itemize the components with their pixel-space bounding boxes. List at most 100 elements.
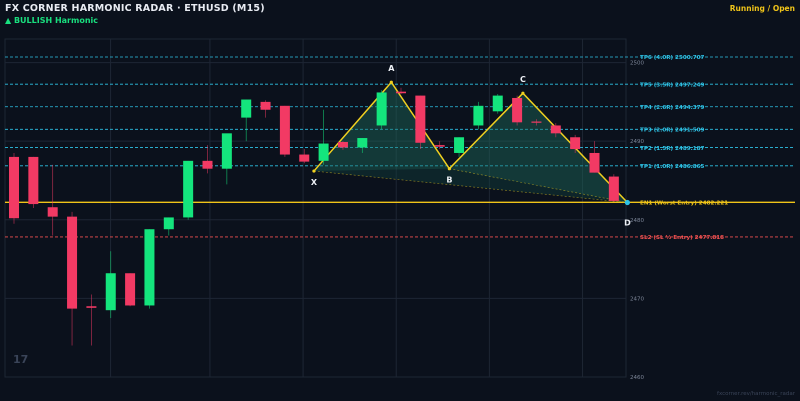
price-axis: 2500 2490 2480 2470 2460: [630, 61, 644, 381]
level-label-en1: EN1 (Worst Entry) 2482.221: [640, 201, 728, 207]
candle: [144, 229, 155, 309]
pattern-badge: ▲ BULLISH Harmonic: [5, 16, 98, 25]
candle: [67, 211, 78, 346]
pattern-xd-line: [313, 170, 628, 203]
candle: [531, 119, 542, 126]
candle-body: [550, 125, 561, 134]
price-tick-label: 2500: [630, 61, 644, 67]
candle-body: [570, 137, 581, 150]
candle-body: [512, 97, 523, 123]
candle-body: [67, 216, 78, 309]
pattern-label-x: X: [311, 178, 318, 187]
candle: [105, 251, 116, 319]
candle: [9, 152, 19, 224]
chart-header: FX CORNER HARMONIC RADAR · ETHUSD (M15) …: [0, 0, 800, 30]
candles: [9, 87, 619, 346]
pattern-point-a: [389, 80, 393, 84]
candle-body: [260, 101, 271, 110]
level-label-tp2: TP2 (1.5R) 2489.187: [640, 146, 705, 152]
candle: [202, 145, 213, 174]
candle: [570, 134, 581, 153]
candle-body: [221, 133, 232, 169]
candle: [163, 217, 174, 236]
price-tick-label: 2470: [630, 296, 644, 302]
candle: [221, 133, 232, 185]
chart-title: FX CORNER HARMONIC RADAR · ETHUSD (M15): [5, 3, 265, 14]
price-tick-label: 2490: [630, 139, 644, 145]
candle: [454, 137, 465, 157]
candle: [299, 149, 310, 164]
footer-link[interactable]: fxcorner.rev/harmonic_radar: [717, 391, 796, 397]
candle: [183, 160, 194, 220]
candle: [47, 164, 58, 236]
candle-body: [492, 95, 503, 112]
candle: [260, 100, 271, 118]
candle-body: [163, 217, 174, 230]
status-indicator: Running / Open: [729, 4, 795, 13]
pattern-triangle-xbd: [313, 168, 628, 203]
candle-body: [473, 105, 484, 126]
pattern-label-d: D: [624, 218, 631, 227]
candle: [86, 294, 97, 346]
pattern-point-d: [624, 199, 630, 206]
level-label-tp4: TP4 (2.6R) 2494.379: [640, 105, 705, 111]
candle-body: [376, 92, 387, 126]
candle: [125, 273, 136, 307]
candle-body: [589, 152, 600, 173]
candle-body: [415, 95, 426, 143]
candle: [512, 95, 523, 126]
candle-body: [299, 154, 310, 162]
pattern-label-a: A: [388, 64, 395, 73]
candle: [241, 99, 252, 142]
candle: [550, 123, 561, 138]
candle-body: [47, 207, 58, 217]
candle: [28, 156, 39, 208]
pattern-point-c: [521, 91, 525, 95]
candle: [376, 90, 387, 130]
candle-body: [454, 137, 465, 153]
candle: [318, 109, 329, 165]
candle: [473, 101, 484, 130]
price-tick-label: 2460: [630, 375, 644, 381]
candle-body: [86, 306, 97, 308]
candle-body: [144, 229, 155, 306]
candle-body: [279, 105, 290, 155]
candle: [608, 174, 619, 202]
candle: [357, 138, 368, 153]
candle-body: [396, 91, 406, 94]
candle-body: [125, 273, 136, 306]
candle: [589, 141, 600, 173]
chart-grid: [4, 38, 627, 378]
candle: [415, 95, 426, 150]
candle-body: [531, 121, 542, 123]
candle-body: [105, 273, 116, 311]
candle-body: [241, 99, 252, 118]
pattern-point-x: [312, 169, 316, 173]
watermark-text: 17: [13, 353, 28, 366]
level-label-tp6: TP6 (4.0R) 2500.707: [640, 55, 705, 61]
candle: [337, 141, 348, 150]
level-label-tp3: TP3 (2.0R) 2491.509: [640, 128, 705, 134]
candle-body: [434, 145, 445, 147]
pattern-point-b: [447, 167, 451, 171]
candle-body: [9, 156, 19, 219]
level-labels: TP6 (4.0R) 2500.707 TP5 (3.5R) 2497.249 TP…: [640, 55, 728, 241]
price-tick-label: 2480: [630, 218, 644, 224]
level-label-tp1: TP1 (1.0R) 2486.865: [640, 164, 705, 170]
plot-frame: [4, 38, 627, 378]
candle-body: [202, 160, 213, 169]
pattern-label-b: B: [446, 176, 452, 185]
level-label-tp5: TP5 (3.5R) 2497.249: [640, 82, 705, 88]
candle: [434, 141, 445, 150]
candle-body: [357, 138, 368, 148]
candle-body: [318, 143, 329, 161]
level-lines: [5, 56, 795, 238]
candle-body: [183, 160, 194, 218]
candle: [396, 87, 406, 95]
candle: [492, 94, 503, 114]
level-label-sl: SL2 (SL ½ Entry) 2477.818: [640, 234, 724, 241]
pattern-triangle-bcd: [449, 93, 628, 203]
candle-body: [28, 156, 39, 205]
candle-body: [337, 141, 348, 148]
